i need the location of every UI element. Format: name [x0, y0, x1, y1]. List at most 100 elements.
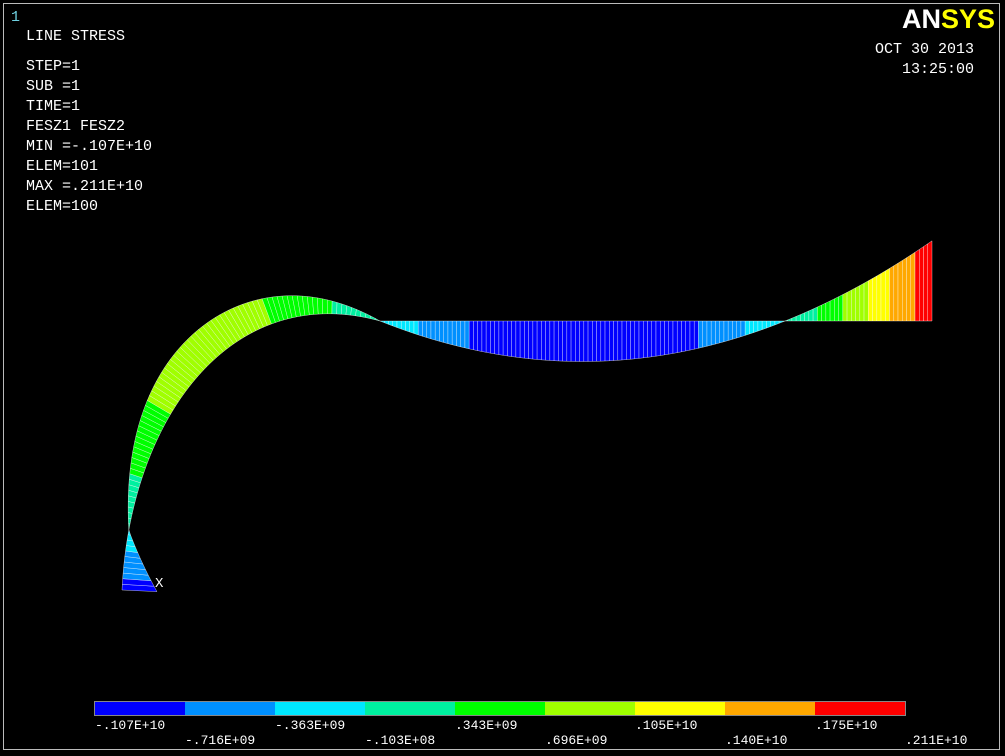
stress-strip: [541, 320, 546, 361]
stress-strip: [532, 320, 538, 360]
stress-strip: [914, 249, 920, 322]
stress-strip: [464, 320, 470, 350]
stress-strip: [872, 275, 877, 322]
stress-strip: [549, 320, 555, 361]
legend-label: .696E+09: [545, 733, 607, 748]
stress-strip: [507, 320, 512, 357]
stress-strip: [715, 320, 720, 345]
stress-strip: [668, 320, 674, 355]
stress-strip: [664, 320, 669, 356]
stress-strip: [460, 320, 466, 349]
stress-strip: [838, 294, 844, 322]
stress-strip: [331, 300, 338, 315]
legend-label: -.103E+08: [365, 733, 435, 748]
stress-strip: [502, 320, 508, 357]
stress-strip: [575, 320, 580, 362]
stress-strip: [558, 320, 563, 362]
stress-strip: [536, 320, 542, 361]
stress-strip: [829, 298, 835, 322]
info-line: SUB =1: [26, 78, 80, 95]
stress-strip: [702, 320, 708, 348]
window-number: 1: [11, 9, 20, 26]
legend-label: -.107E+10: [95, 718, 165, 733]
stress-strip: [630, 320, 635, 360]
legend-swatch: [95, 702, 185, 715]
date: OCT 30 2013: [875, 41, 974, 58]
stress-strip: [923, 243, 928, 322]
legend-swatch: [365, 702, 455, 715]
stress-strip: [698, 320, 703, 349]
stress-strip: [808, 308, 814, 322]
stress-diagram: [121, 240, 933, 592]
stress-strip: [744, 320, 750, 336]
stress-strip: [897, 260, 903, 322]
stress-strip: [706, 320, 712, 347]
legend-label: -.363E+09: [275, 718, 345, 733]
stress-strip: [804, 310, 810, 322]
stress-strip: [317, 297, 323, 315]
stress-strip: [634, 320, 640, 360]
stress-strip: [685, 320, 691, 352]
info-block: LINE STRESS STEP=1 SUB =1 TIME=1 FESZ1 FESZ2…: [26, 28, 152, 215]
stress-strip: [468, 320, 474, 350]
stress-strip: [613, 320, 618, 361]
logo-part: AN: [902, 4, 941, 34]
stress-strip: [753, 320, 759, 333]
stress-strip: [626, 320, 631, 360]
stress-strip: [447, 320, 453, 345]
stress-strip: [617, 320, 623, 361]
stress-strip: [452, 320, 457, 347]
stress-strip: [418, 320, 423, 337]
stress-strip: [842, 292, 848, 322]
stress-strip: [902, 257, 907, 322]
info-line: STEP=1: [26, 58, 80, 75]
stress-strip: [638, 320, 644, 359]
logo-part: SYS: [941, 4, 995, 34]
stress-strip: [519, 320, 525, 359]
window-frame: [3, 3, 1000, 750]
info-line: MAX =.211E+10: [26, 178, 143, 195]
legend-label: .211E+10: [905, 733, 967, 748]
stress-strip: [498, 320, 504, 356]
stress-strip: [859, 282, 865, 322]
stress-strip: [604, 320, 610, 362]
stress-strip: [863, 280, 869, 322]
stress-strip: [647, 320, 652, 358]
stress-strip: [528, 320, 534, 360]
info-line: TIME=1: [26, 98, 80, 115]
stress-strip: [740, 320, 746, 337]
stress-strip: [336, 302, 343, 315]
stress-strip: [490, 320, 495, 355]
stress-strip: [443, 320, 449, 344]
stress-strip: [643, 320, 648, 359]
stress-strip: [545, 320, 551, 361]
legend-swatch: [455, 702, 545, 715]
axis-label: X: [155, 576, 164, 592]
stress-strip: [327, 299, 333, 315]
info-line: ELEM=101: [26, 158, 98, 175]
stress-strip: [374, 318, 381, 322]
info-line: ELEM=100: [26, 198, 98, 215]
stress-strip: [570, 320, 576, 362]
stress-strip: [868, 278, 873, 322]
stress-strip: [927, 240, 933, 322]
stress-strip: [553, 320, 559, 362]
stress-strip: [732, 320, 737, 340]
stress-strip: [422, 320, 427, 338]
stress-strip: [566, 320, 572, 362]
stress-strip: [600, 320, 606, 362]
stress-strip: [439, 320, 444, 343]
stress-strip: [906, 254, 911, 322]
stress-strip: [596, 320, 601, 362]
stress-strip: [825, 300, 831, 322]
stress-strip: [885, 268, 890, 322]
legend-swatch: [185, 702, 275, 715]
stress-strip: [435, 320, 440, 342]
legend-swatch: [545, 702, 635, 715]
stress-strip: [681, 320, 686, 353]
stress-strip: [889, 265, 894, 322]
stress-strip: [817, 304, 822, 322]
stress-strip: [515, 320, 521, 358]
